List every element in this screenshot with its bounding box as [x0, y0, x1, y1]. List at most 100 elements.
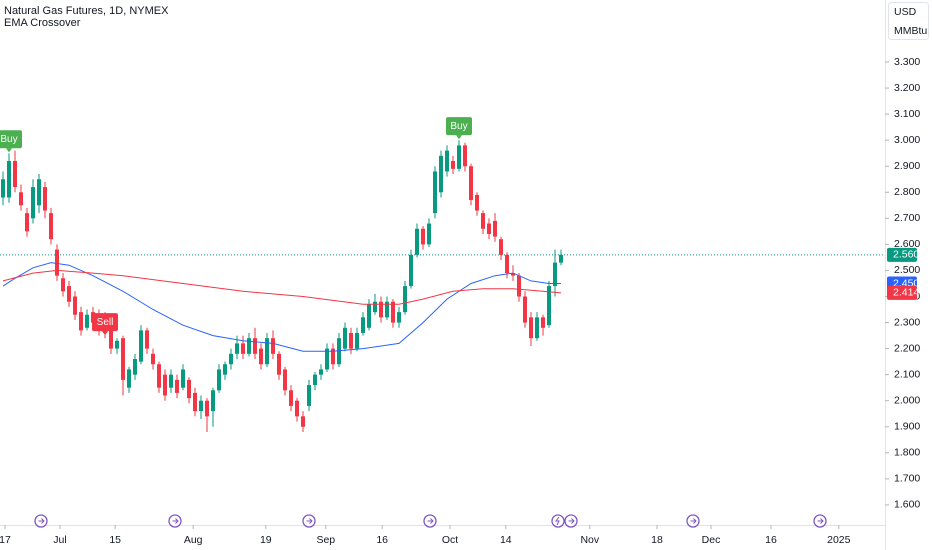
candle-body	[205, 400, 209, 417]
candle-body	[403, 286, 407, 313]
candle-body	[109, 330, 113, 349]
candle-body	[451, 161, 455, 169]
x-tick-label: Jul	[53, 534, 66, 546]
event-icon[interactable]	[813, 514, 827, 528]
candle-body	[157, 364, 161, 388]
x-tick-label: Nov	[580, 534, 599, 546]
y-tick-label: 2.800	[894, 186, 920, 198]
candle-body	[523, 296, 527, 323]
x-tick-label: 2025	[827, 534, 851, 546]
y-tick-label: 1.600	[894, 499, 920, 511]
y-tick-label: 1.700	[894, 473, 920, 485]
x-tick-label: 15	[109, 534, 121, 546]
x-tick-label: Dec	[702, 534, 721, 546]
event-icon[interactable]	[423, 514, 437, 528]
signal-box	[446, 117, 472, 136]
y-tick-label: 1.900	[894, 421, 920, 433]
candle-body	[175, 379, 179, 393]
currency: USD	[894, 6, 917, 18]
x-tick-label: 18	[651, 534, 663, 546]
candle-body	[139, 330, 143, 362]
candle-body	[79, 312, 83, 331]
candle-body	[559, 254, 563, 263]
price-label-box	[887, 285, 917, 300]
candle-body	[301, 416, 305, 427]
event-icon[interactable]	[34, 514, 48, 528]
y-tick-label: 3.000	[894, 134, 920, 146]
candle-body	[193, 392, 197, 412]
price-label: 2.560	[893, 249, 919, 261]
candle-body	[247, 338, 251, 354]
y-tick-label: 3.200	[894, 82, 920, 94]
candle-body	[385, 301, 389, 318]
candle-body	[391, 301, 395, 323]
candle-body	[397, 312, 401, 323]
candle-body	[295, 400, 299, 417]
signal-label: Buy	[450, 121, 467, 132]
candle-body	[547, 286, 551, 326]
signal-pointer	[456, 135, 462, 140]
candle-body	[271, 338, 275, 354]
candle-body	[115, 340, 119, 349]
price-label: 2.414	[893, 287, 919, 299]
y-tick-label: 2.600	[894, 238, 920, 250]
candle-body	[409, 254, 413, 287]
candle-body	[493, 220, 497, 237]
x-tick-label: 19	[260, 534, 272, 546]
candle-body	[181, 369, 185, 388]
candle-body	[487, 223, 491, 234]
candle-body	[253, 338, 257, 354]
x-tick-label: Sep	[316, 534, 335, 546]
x-tick-label: 16	[765, 534, 777, 546]
y-tick-label: 1.800	[894, 447, 920, 459]
candle-body	[25, 213, 29, 232]
ema-line	[2, 262, 561, 352]
candle-body	[169, 374, 173, 388]
candle-body	[529, 317, 533, 339]
candle-body	[49, 213, 53, 240]
y-tick-label: 2.000	[894, 395, 920, 407]
candle-body	[7, 161, 11, 198]
x-tick-label: Oct	[442, 534, 458, 546]
candle-body	[541, 317, 545, 328]
event-icon[interactable]	[686, 514, 700, 528]
candle-body	[145, 330, 149, 349]
candle-body	[349, 332, 353, 349]
unit-box[interactable]	[888, 2, 929, 40]
y-tick-label: 3.100	[894, 108, 920, 120]
indicator-name: EMA Crossover	[4, 17, 81, 29]
candle-body	[277, 353, 281, 375]
candle-body	[163, 374, 167, 396]
event-icon[interactable]	[551, 514, 565, 528]
candle-body	[241, 343, 245, 354]
event-icon[interactable]	[302, 514, 316, 528]
signal-label: Buy	[0, 134, 17, 145]
candle-body	[481, 213, 485, 229]
x-tick-label: 14	[500, 534, 512, 546]
event-icon[interactable]	[168, 514, 182, 528]
x-tick-label: 17	[0, 534, 11, 546]
candle-body	[343, 327, 347, 349]
candle-body	[319, 369, 323, 375]
candle-body	[325, 348, 329, 370]
candle-body	[133, 359, 137, 375]
candle-body	[127, 369, 131, 388]
x-tick-label: Aug	[184, 534, 203, 546]
signal: Sell	[92, 313, 118, 336]
candle-body	[511, 273, 515, 276]
candle-body	[187, 379, 191, 399]
candle-body	[433, 171, 437, 214]
price-label-box	[887, 247, 917, 262]
y-tick-label: 2.500	[894, 264, 920, 276]
candle-body	[283, 369, 287, 391]
event-icon[interactable]	[564, 514, 578, 528]
signal-label: Sell	[97, 317, 114, 328]
signal-pointer	[102, 331, 108, 336]
candle-body	[67, 286, 71, 302]
signal-box	[0, 130, 22, 149]
candle-body	[1, 179, 5, 198]
candle-body	[265, 338, 269, 365]
candle-body	[337, 338, 341, 365]
candle-body	[373, 301, 377, 313]
